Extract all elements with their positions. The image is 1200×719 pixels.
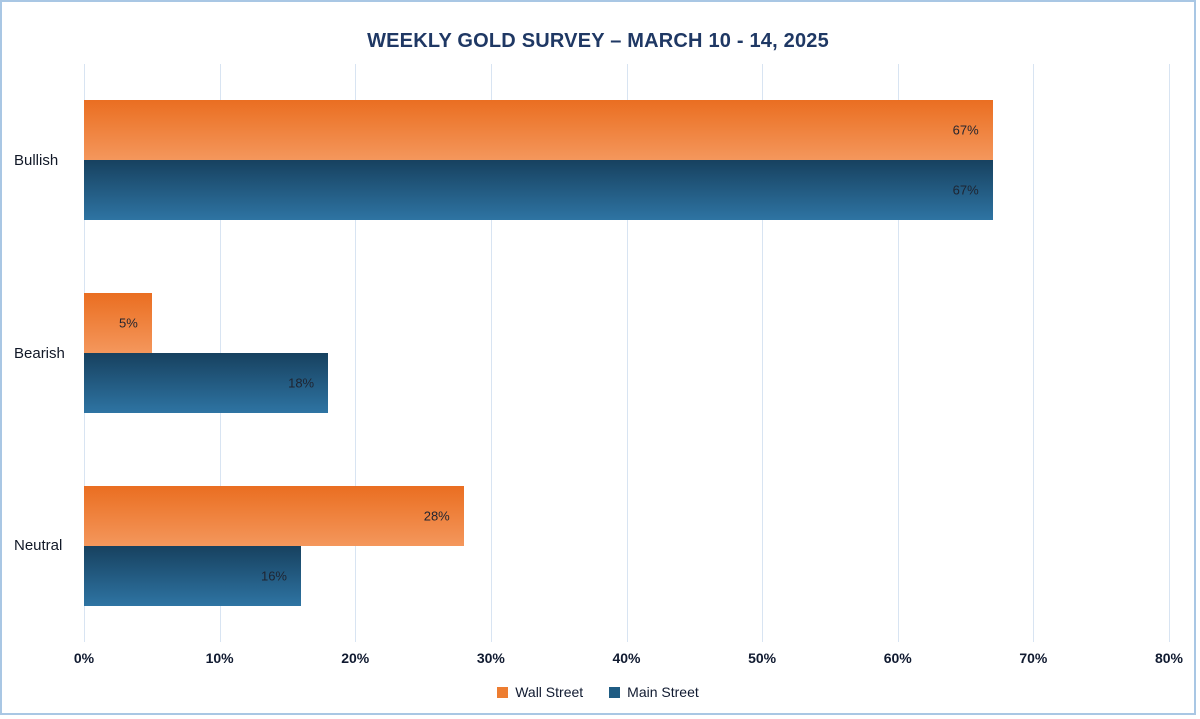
bar-data-label: 5% xyxy=(119,315,138,331)
gridline xyxy=(1033,64,1035,642)
gridline xyxy=(490,64,492,642)
legend: Wall Street Main Street xyxy=(2,684,1194,700)
category-row-neutral: 28% 16% xyxy=(84,449,1169,642)
x-tick-label: 70% xyxy=(1019,650,1048,666)
gridline xyxy=(897,64,899,642)
bar-data-label: 18% xyxy=(288,375,315,391)
bar-wall-street-bullish: 67% xyxy=(84,100,993,161)
bar-data-label: 16% xyxy=(260,568,287,584)
x-axis: 0% 10% 20% 30% 40% 50% 60% 70% 80% xyxy=(74,650,1183,670)
legend-label: Wall Street xyxy=(515,684,584,700)
x-tick-label: 50% xyxy=(748,650,777,666)
bar-main-street-bullish: 67% xyxy=(84,160,993,221)
y-category-label-neutral: Neutral xyxy=(14,537,63,555)
gridline xyxy=(626,64,628,642)
category-row-bullish: 67% 67% xyxy=(84,64,1169,257)
x-tick-label: 0% xyxy=(73,650,95,666)
x-tick-label: 60% xyxy=(883,650,912,666)
gridline xyxy=(1169,64,1170,642)
x-tick-label: 40% xyxy=(612,650,641,666)
chart-title: WEEKLY GOLD SURVEY – MARCH 10 - 14, 2025 xyxy=(367,30,829,52)
y-axis: Bullish Bearish Neutral xyxy=(14,64,80,642)
legend-item-main-street: Main Street xyxy=(609,684,699,700)
bars-layer: 67% 67% 5% 18% 28% 16% xyxy=(84,64,1169,642)
x-tick-label: 80% xyxy=(1154,650,1184,666)
legend-swatch-icon xyxy=(497,686,509,698)
y-category-label-bullish: Bullish xyxy=(14,151,59,169)
bar-main-street-bearish: 18% xyxy=(84,353,329,413)
x-tick-label: 30% xyxy=(476,650,505,666)
bar-wall-street-bearish: 5% xyxy=(84,293,152,353)
plot-area: 67% 67% 5% 18% 28% 16% xyxy=(84,64,1170,642)
legend-swatch-icon xyxy=(609,686,621,698)
category-row-bearish: 5% 18% xyxy=(84,257,1169,450)
bar-data-label: 28% xyxy=(423,508,450,524)
y-category-label-bearish: Bearish xyxy=(14,344,65,362)
x-tick-label: 20% xyxy=(341,650,370,666)
bar-wall-street-neutral: 28% xyxy=(84,485,464,546)
legend-item-wall-street: Wall Street xyxy=(497,684,583,700)
bar-main-street-neutral: 16% xyxy=(84,545,301,606)
legend-label: Main Street xyxy=(627,684,699,700)
x-tick-label: 10% xyxy=(205,650,234,666)
bar-data-label: 67% xyxy=(952,182,979,198)
bar-data-label: 67% xyxy=(952,122,979,138)
gridline xyxy=(762,64,764,642)
gridline xyxy=(355,64,357,642)
